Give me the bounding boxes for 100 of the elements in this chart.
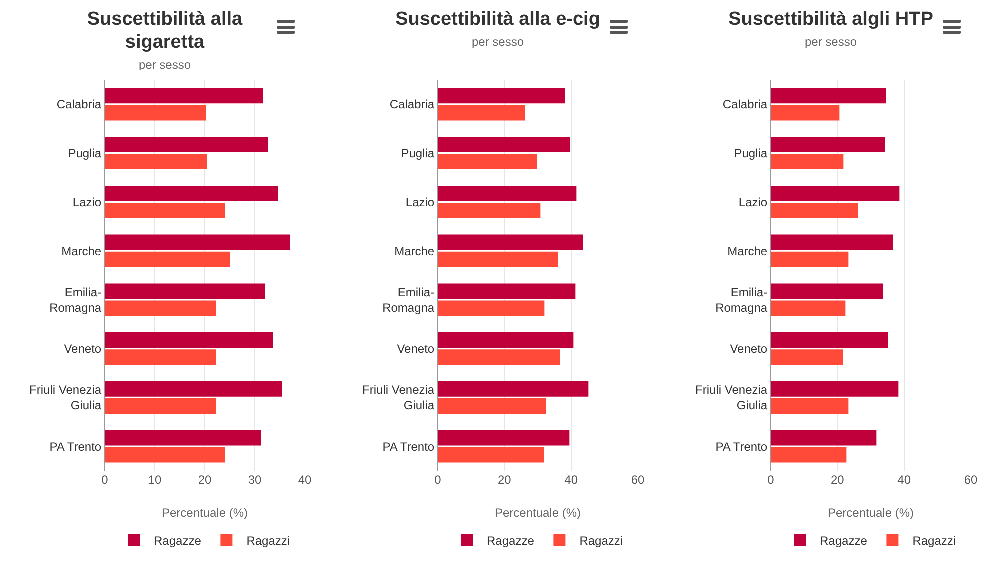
bar xyxy=(438,300,545,316)
bar xyxy=(771,186,900,202)
bar xyxy=(105,332,273,348)
chart-title: Suscettibilità algli HTP xyxy=(728,8,934,31)
y-tick-label: Puglia xyxy=(401,146,435,161)
y-tick-label: Emilia-Romagna xyxy=(50,285,102,315)
y-tick-label: Emilia-Romagna xyxy=(382,285,435,315)
bar xyxy=(105,154,208,170)
bar xyxy=(438,381,589,397)
bar xyxy=(771,300,846,316)
bar xyxy=(771,137,885,152)
legend-label: Ragazze xyxy=(154,534,202,548)
x-tick-label: 20 xyxy=(498,473,512,487)
chart-title: Suscettibilità alla sigaretta xyxy=(86,8,244,54)
y-tick-label: Emilia-Romagna xyxy=(716,285,768,315)
bar xyxy=(105,430,261,446)
bar xyxy=(438,88,566,104)
bar xyxy=(771,430,877,446)
bar xyxy=(105,203,225,218)
bar xyxy=(438,203,541,218)
legend-label: Ragazze xyxy=(487,534,535,548)
bar xyxy=(105,284,266,300)
x-tick-label: 0 xyxy=(434,473,442,487)
chart-subtitle: per sesso xyxy=(138,58,192,72)
y-tick-label: Veneto xyxy=(397,342,435,356)
bar xyxy=(438,186,577,202)
bar xyxy=(105,300,216,316)
bar xyxy=(438,350,560,366)
x-tick-label: 60 xyxy=(631,473,645,487)
y-tick-label: Friuli Venezia Giulia xyxy=(30,383,102,413)
bar xyxy=(105,252,230,268)
bar xyxy=(438,398,546,414)
bar xyxy=(438,137,570,152)
bar xyxy=(438,447,544,463)
y-tick-label: PA Trento xyxy=(382,440,435,454)
bar xyxy=(771,398,849,414)
bar xyxy=(105,398,216,414)
legend-label: Ragazzi xyxy=(246,534,290,548)
y-tick-label: Veneto xyxy=(730,342,768,356)
y-tick-label: PA Trento xyxy=(716,440,768,454)
bar xyxy=(771,252,849,268)
bar xyxy=(105,88,264,104)
y-tick-label: Friuli Venezia Giulia xyxy=(362,383,435,413)
bar xyxy=(105,105,206,121)
bar xyxy=(771,234,894,250)
y-tick-label: Friuli Venezia Giulia xyxy=(696,383,768,413)
y-tick-label: Lazio xyxy=(72,195,102,210)
x-tick-label: 60 xyxy=(964,473,978,487)
y-tick-label: PA Trento xyxy=(50,440,102,454)
bar xyxy=(771,105,840,121)
bar xyxy=(438,284,576,300)
y-tick-label: Veneto xyxy=(64,342,102,356)
y-tick-label: Calabria xyxy=(722,98,768,112)
y-tick-label: Calabria xyxy=(56,98,102,112)
bar xyxy=(105,186,278,202)
bar xyxy=(438,105,525,121)
y-tick-label: Puglia xyxy=(68,146,102,161)
bar xyxy=(438,154,538,170)
x-tick-label: 0 xyxy=(768,473,775,487)
legend-label: Ragazzi xyxy=(912,534,956,548)
x-axis-title: Percentuale (%) xyxy=(828,506,914,520)
y-tick-label: Calabria xyxy=(390,98,435,112)
x-tick-label: 40 xyxy=(298,473,312,487)
bar xyxy=(771,332,888,348)
x-tick-label: 20 xyxy=(198,473,212,487)
bar xyxy=(438,234,584,250)
bar xyxy=(771,154,844,170)
bar xyxy=(438,332,574,348)
x-tick-label: 10 xyxy=(148,473,162,487)
bar xyxy=(771,203,858,218)
x-tick-label: 20 xyxy=(830,473,845,487)
bar xyxy=(771,88,886,104)
y-tick-label: Marche xyxy=(728,244,768,258)
chart-title: Suscettibilità alla e-cig xyxy=(394,8,602,31)
bar xyxy=(771,447,847,463)
bar xyxy=(771,350,843,366)
y-tick-label: Marche xyxy=(62,244,102,258)
x-tick-label: 30 xyxy=(248,473,262,487)
chart-subtitle: per sesso xyxy=(804,35,858,49)
legend-label: Ragazze xyxy=(820,534,868,548)
x-axis-title: Percentuale (%) xyxy=(494,506,582,520)
bar xyxy=(105,234,290,250)
y-tick-label: Lazio xyxy=(738,195,768,210)
x-axis-title: Percentuale (%) xyxy=(162,506,248,520)
x-tick-label: 40 xyxy=(898,473,912,487)
y-tick-label: Lazio xyxy=(406,195,435,210)
bar xyxy=(105,381,282,397)
x-tick-label: 0 xyxy=(102,473,109,487)
bar xyxy=(438,252,558,268)
bar xyxy=(105,137,268,152)
x-tick-label: 40 xyxy=(564,473,578,487)
bar xyxy=(105,447,225,463)
chart-subtitle: per sesso xyxy=(470,35,526,49)
bar xyxy=(771,284,884,300)
y-tick-label: Marche xyxy=(394,244,435,258)
y-tick-label: Puglia xyxy=(734,146,768,161)
legend-label: Ragazzi xyxy=(580,534,624,548)
bar xyxy=(438,430,570,446)
bar xyxy=(105,350,216,366)
bar xyxy=(771,381,899,397)
